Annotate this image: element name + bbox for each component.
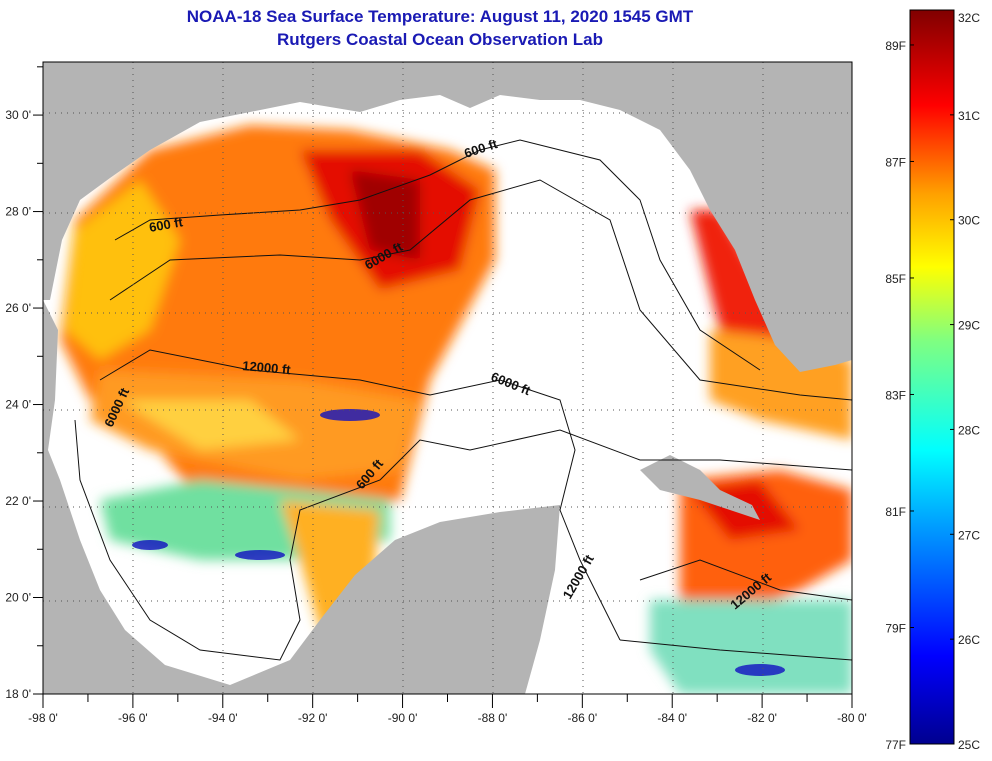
lat-tick-label: 22 0' <box>5 494 31 508</box>
lat-tick-label: 20 0' <box>5 591 31 605</box>
colorbar <box>909 9 955 745</box>
celsius-label: 29C <box>958 319 980 333</box>
celsius-label: 32C <box>958 11 980 25</box>
celsius-label: 31C <box>958 109 980 123</box>
lon-tick-label: -98 0' <box>28 711 58 725</box>
fahrenheit-label: 83F <box>885 388 906 402</box>
celsius-label: 28C <box>958 423 980 437</box>
lon-tick-label: -96 0' <box>118 711 148 725</box>
lon-tick-label: -84 0' <box>657 711 687 725</box>
fahrenheit-label: 81F <box>885 505 906 519</box>
celsius-label: 26C <box>958 633 980 647</box>
lon-tick-label: -82 0' <box>747 711 777 725</box>
lat-tick-label: 28 0' <box>5 205 31 219</box>
fahrenheit-label: 79F <box>885 621 906 635</box>
fahrenheit-label: 87F <box>885 155 906 169</box>
lon-tick-label: -92 0' <box>298 711 328 725</box>
celsius-label: 30C <box>958 214 980 228</box>
cold-patches <box>132 409 785 676</box>
map-title: NOAA-18 Sea Surface Temperature: August … <box>186 7 694 26</box>
land <box>43 62 852 694</box>
lat-tick-label: 26 0' <box>5 301 31 315</box>
celsius-label: 25C <box>958 738 980 752</box>
lon-tick-label: -94 0' <box>208 711 238 725</box>
fahrenheit-label: 89F <box>885 39 906 53</box>
lat-tick-label: 18 0' <box>5 687 31 701</box>
lon-tick-label: -90 0' <box>388 711 418 725</box>
celsius-label: 27C <box>958 528 980 542</box>
map-subtitle: Rutgers Coastal Ocean Observation Lab <box>277 30 603 49</box>
lon-tick-label: -80 0' <box>837 711 867 725</box>
contour-label: 600 ft <box>148 214 185 235</box>
colorbar-labels: 32C 31C 30C 29C 28C 27C 26C 25C 89F 87F 85F 83F 81F 7… <box>885 9 980 752</box>
latitude-axis: 18 0' 20 0' 22 0' 24 0' 26 0' 28 0' 30 0' <box>5 66 43 701</box>
contour-label: 12000 ft <box>242 358 292 377</box>
fahrenheit-label: 77F <box>885 738 906 752</box>
lat-tick-label: 24 0' <box>5 398 31 412</box>
lon-tick-label: -86 0' <box>568 711 598 725</box>
fahrenheit-label: 85F <box>885 272 906 286</box>
lat-tick-label: 30 0' <box>5 108 31 122</box>
lon-tick-label: -88 0' <box>478 711 508 725</box>
longitude-axis: -98 0' -96 0' -94 0' -92 0' -90 0' -88 0' -86 … <box>28 694 867 725</box>
